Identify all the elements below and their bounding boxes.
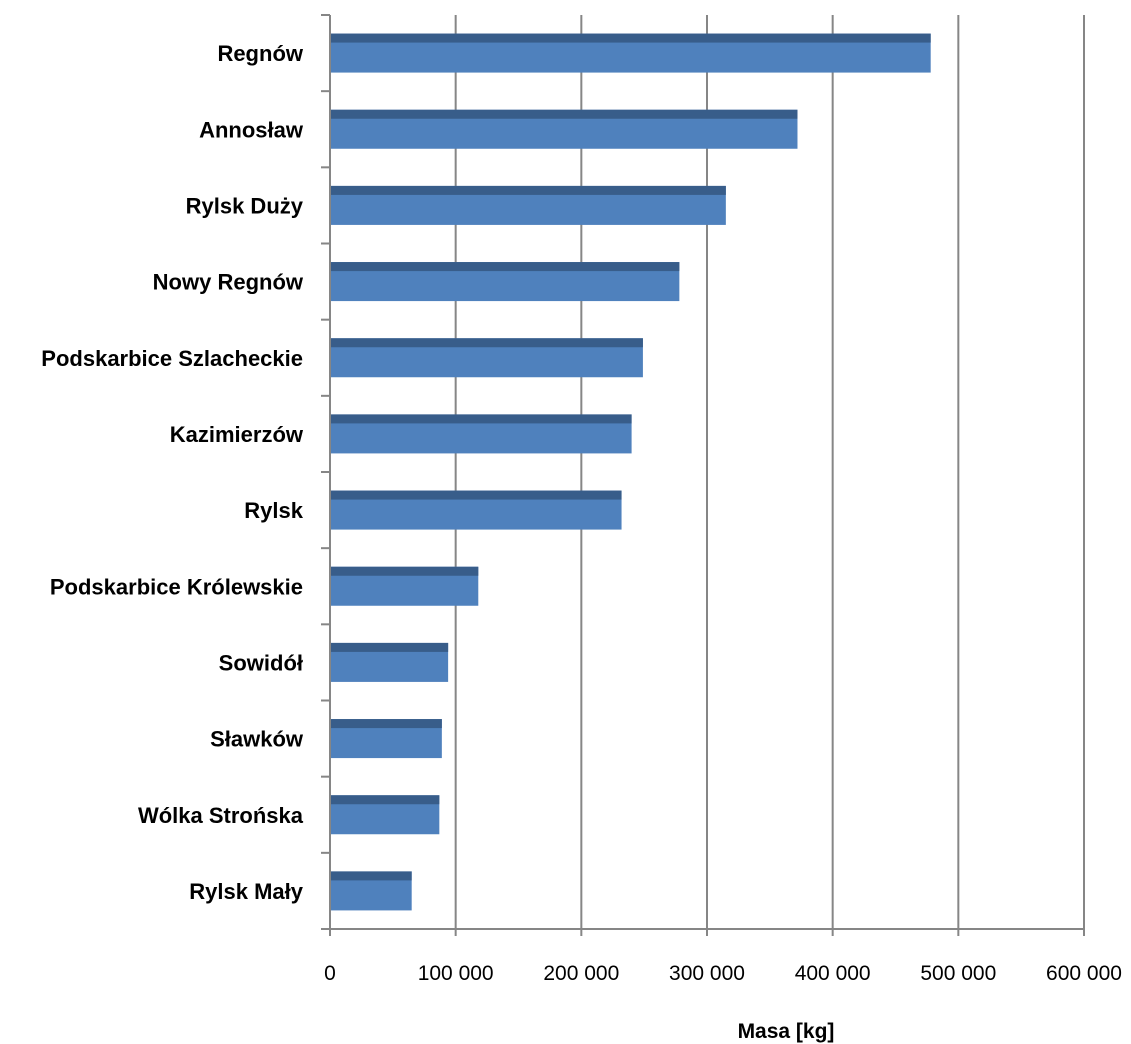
- bar-top-edge: [330, 338, 643, 348]
- bar-top-edge: [330, 871, 412, 881]
- x-tick-label: 300 000: [669, 962, 745, 985]
- category-label: Sławków: [210, 727, 304, 752]
- category-label: Rylsk Mały: [189, 879, 303, 904]
- category-label: Nowy Regnów: [153, 270, 304, 295]
- bar-top-edge: [330, 414, 632, 424]
- tick-labels: 0 100 000 200 000 300 000 400 000 500 000 600 …: [324, 962, 1122, 985]
- bar-top-edge: [330, 109, 798, 119]
- bar-top-edge: [330, 642, 449, 652]
- category-label: Regnów: [217, 41, 303, 66]
- x-axis-title: Masa [kg]: [738, 1020, 835, 1043]
- category-label: Wólka Strońska: [138, 803, 304, 828]
- category-label: Sowidół: [219, 650, 303, 675]
- x-tick-label: 100 000: [418, 962, 494, 985]
- bar-top-edge: [330, 33, 931, 43]
- bar-top-edge: [330, 566, 479, 576]
- x-tick-label: 600 000: [1046, 962, 1122, 985]
- x-tick-label: 0: [324, 962, 336, 985]
- bar-top-edge: [330, 795, 440, 805]
- category-label: Kazimierzów: [170, 422, 304, 447]
- axes: [321, 14, 1085, 936]
- category-label: Annosław: [199, 117, 304, 142]
- category-label: Rylsk Duży: [186, 193, 304, 218]
- bar-top-edge: [330, 719, 442, 729]
- bar-top-edge: [330, 185, 726, 195]
- x-tick-label: 400 000: [795, 962, 871, 985]
- category-label: Rylsk: [244, 498, 303, 523]
- bars: [330, 33, 931, 911]
- bar-top-edge: [330, 490, 622, 500]
- category-label: Podskarbice Szlacheckie: [41, 346, 303, 371]
- category-labels: Regnów Annosław Rylsk Duży Nowy Regnów Podsk…: [41, 41, 304, 904]
- gridlines: [454, 15, 1085, 929]
- x-tick-label: 200 000: [543, 962, 619, 985]
- x-tick-label: 500 000: [920, 962, 996, 985]
- category-label: Podskarbice Królewskie: [50, 574, 303, 599]
- bar-top-edge: [330, 262, 680, 272]
